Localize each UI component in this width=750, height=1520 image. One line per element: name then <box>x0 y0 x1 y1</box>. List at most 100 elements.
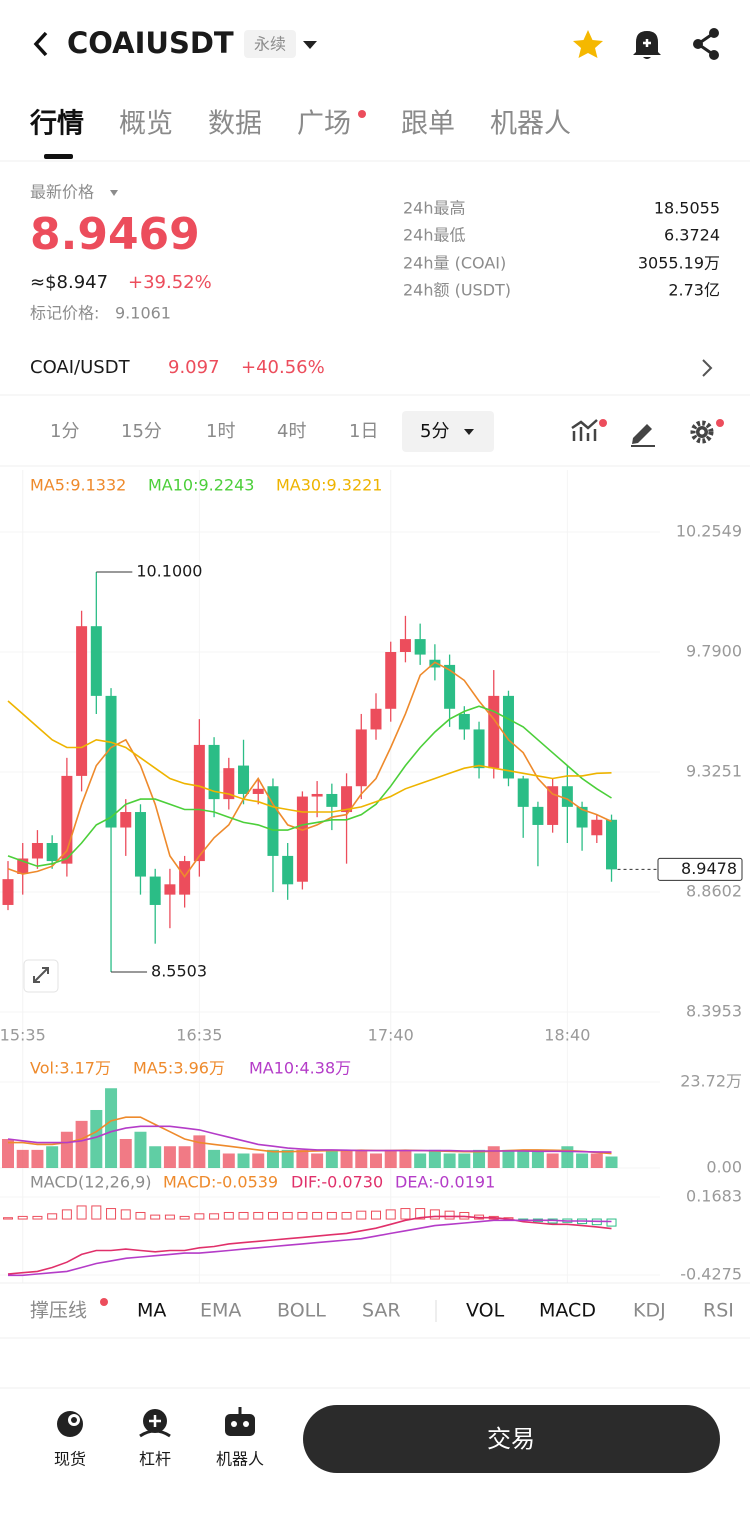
macd-bar <box>91 1205 102 1220</box>
nav-label[interactable]: 机器人 <box>216 1450 264 1469</box>
tab[interactable]: 数据 <box>208 109 262 140</box>
candle-body <box>341 786 353 813</box>
tag-bg <box>244 30 296 58</box>
x-tick-label: 18:40 <box>544 1026 590 1045</box>
volume-bar <box>208 1149 221 1168</box>
spot-icon[interactable] <box>57 1411 83 1437</box>
tab[interactable]: 概览 <box>119 109 173 140</box>
share-button[interactable] <box>693 28 719 60</box>
indicator[interactable]: SAR <box>362 1300 401 1322</box>
volume-bar <box>178 1146 191 1168</box>
candle-body <box>134 812 146 877</box>
legend-entry: MA10:4.38万 <box>249 1059 351 1078</box>
bottom-nav: 现货 杠杆 机器人 <box>54 1450 264 1469</box>
candle-body <box>149 876 161 905</box>
back-button[interactable] <box>33 31 48 57</box>
interval[interactable]: 4时 <box>277 421 306 442</box>
bot-icon[interactable] <box>225 1407 255 1436</box>
y-tick-label: 10.2549 <box>676 522 742 541</box>
macd-bar <box>61 1209 72 1220</box>
notification-dot <box>100 1298 108 1306</box>
macd-bar <box>164 1214 175 1220</box>
chevron[interactable] <box>702 359 713 377</box>
indicator[interactable]: MACD <box>539 1300 596 1322</box>
stat-label: 24h量 (COAI) <box>403 254 506 273</box>
volume-bar <box>473 1149 486 1168</box>
nav-label[interactable]: 杠杆 <box>139 1450 171 1469</box>
candle-body <box>17 858 29 874</box>
trade-button-label[interactable]: 交易 <box>487 1425 535 1453</box>
candle-body <box>385 652 397 709</box>
macd-bar <box>209 1213 220 1220</box>
macd-bar <box>76 1205 87 1220</box>
volume-bar <box>517 1149 530 1168</box>
candle-body <box>591 819 603 836</box>
last-price-label: 8.9478 <box>681 859 737 878</box>
indicator[interactable]: MA <box>137 1300 166 1322</box>
draw-icon[interactable] <box>631 424 655 447</box>
trade-button[interactable] <box>303 1405 720 1473</box>
indicator[interactable]: RSI <box>703 1300 734 1322</box>
indicator[interactable]: KDJ <box>633 1300 666 1322</box>
symbol-dropdown[interactable] <box>303 41 317 49</box>
candle-body <box>90 626 102 696</box>
interval[interactable]: 15分 <box>121 421 162 442</box>
settings-icon[interactable] <box>690 419 724 444</box>
spot-pair[interactable]: COAI/USDT <box>30 357 131 378</box>
active-interval-bg <box>402 411 494 452</box>
interval-dropdown[interactable] <box>464 429 474 435</box>
indicator[interactable]: VOL <box>466 1300 505 1322</box>
tab-bar: 行情 概览 数据 广场 跟单 机器人 <box>29 108 571 140</box>
tab[interactable]: 机器人 <box>490 109 571 140</box>
chart-marks: MA5:9.1332 MA10:9.2243 MA30:9.3221 10.1000 8… <box>2 476 743 1277</box>
indicator[interactable]: EMA <box>200 1300 241 1322</box>
spot-change: +40.56% <box>241 357 325 378</box>
macd-bar <box>253 1211 264 1220</box>
y-tick-label: 0.1683 <box>686 1187 742 1206</box>
indicator[interactable]: BOLL <box>277 1300 326 1322</box>
stat-value: 18.5055 <box>654 199 720 218</box>
margin-icon[interactable] <box>139 1409 171 1438</box>
volume-bar <box>561 1146 574 1168</box>
price-dropdown[interactable] <box>110 190 118 196</box>
x-tick-label: 16:35 <box>176 1026 222 1045</box>
macd-bar <box>282 1211 293 1220</box>
candle-body <box>193 744 205 862</box>
macd-bar <box>179 1215 190 1220</box>
volume-bar <box>134 1131 147 1168</box>
interval[interactable]: 1时 <box>206 421 235 442</box>
tab[interactable]: 行情 <box>29 108 84 140</box>
nav-label[interactable]: 现货 <box>54 1450 86 1469</box>
spot-price: 9.097 <box>168 357 220 378</box>
volume-bar <box>266 1149 279 1168</box>
legend-entry: MA5:9.1332 <box>30 476 126 495</box>
tab[interactable]: 跟单 <box>401 109 455 140</box>
macd-bar <box>106 1208 117 1220</box>
volume-bar <box>149 1146 162 1168</box>
volume-bar <box>546 1153 559 1168</box>
indicator[interactable]: 撑压线 <box>30 1300 87 1322</box>
stat-value: 2.73亿 <box>668 281 720 300</box>
candle-body <box>61 775 73 864</box>
candle-body <box>444 664 456 709</box>
macd-bar <box>429 1209 440 1220</box>
candle-body <box>576 806 588 828</box>
interval[interactable]: 1分 <box>50 421 79 442</box>
indicator-icon[interactable] <box>571 419 607 441</box>
interval[interactable]: 5分 <box>420 421 449 442</box>
favorite-star[interactable] <box>573 30 603 58</box>
volume-bar <box>443 1153 456 1168</box>
volume-bar <box>193 1135 206 1168</box>
tab[interactable]: 广场 <box>297 109 351 140</box>
expand-button[interactable] <box>23 959 59 993</box>
macd-bar <box>341 1211 352 1220</box>
stat-label: 24h额 (USDT) <box>403 281 511 300</box>
candle-body <box>282 855 294 885</box>
candle-body <box>547 786 559 825</box>
candle-body <box>2 879 14 905</box>
macd-bar <box>3 1217 13 1220</box>
mark-price-label: 标记价格: <box>30 304 99 323</box>
candle-body <box>311 793 323 797</box>
interval[interactable]: 1日 <box>349 421 378 442</box>
y-tick-label: 9.3251 <box>686 762 742 781</box>
